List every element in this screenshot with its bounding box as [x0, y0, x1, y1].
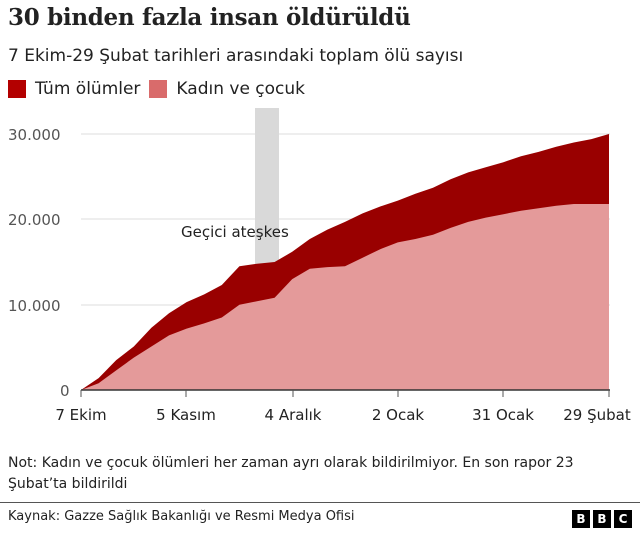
- footer-divider: [0, 502, 640, 503]
- footnote: Not: Kadın ve çocuk ölümleri her zaman a…: [8, 455, 574, 492]
- x-tick-5-kasim: 5 Kasım: [156, 406, 216, 424]
- legend-swatch-all-deaths: [8, 80, 26, 98]
- x-tick-29-subat: 29 Şubat: [563, 406, 631, 424]
- bbc-logo-c: C: [614, 510, 632, 528]
- legend-label-all-deaths: Tüm ölümler: [35, 79, 141, 99]
- legend-item-all-deaths: Tüm ölümler: [8, 79, 140, 99]
- legend-item-women-children: Kadın ve çocuk: [149, 79, 305, 99]
- ceasefire-annotation: Geçici ateşkes: [181, 223, 289, 241]
- x-tick-7-ekim: 7 Ekim: [55, 406, 106, 424]
- legend-swatch-women-children: [149, 80, 168, 98]
- x-axis: 7 Ekim 5 Kasım 4 Aralık 2 Ocak 31 Ocak 2…: [55, 389, 631, 424]
- source-text: Kaynak: Gazze Sağlık Bakanlığı ve Resmi …: [8, 509, 355, 524]
- y-tick-10000: 10.000: [8, 297, 61, 315]
- legend: Tüm ölümler Kadın ve çocuk: [8, 79, 314, 99]
- x-tick-2-ocak: 2 Ocak: [372, 406, 425, 424]
- bbc-logo-b1: B: [572, 510, 590, 528]
- chart-subtitle: 7 Ekim-29 Şubat tarihleri arasındaki top…: [8, 46, 464, 66]
- bbc-logo-b2: B: [593, 510, 611, 528]
- y-tick-0: 0: [60, 382, 70, 400]
- area-chart: 30.000 20.000 10.000 0 7 Ekim 5 Kasım 4 …: [8, 108, 631, 424]
- y-tick-30000: 30.000: [8, 126, 61, 144]
- y-axis: 30.000 20.000 10.000 0: [8, 126, 70, 400]
- area-women-children: [81, 204, 609, 390]
- bbc-logo: B B C: [569, 510, 632, 528]
- chart-title: 30 binden fazla insan öldürüldü: [8, 4, 411, 31]
- y-tick-20000: 20.000: [8, 211, 61, 229]
- x-tick-31-ocak: 31 Ocak: [472, 406, 534, 424]
- legend-label-women-children: Kadın ve çocuk: [176, 79, 306, 99]
- x-tick-4-aralik: 4 Aralık: [265, 406, 322, 424]
